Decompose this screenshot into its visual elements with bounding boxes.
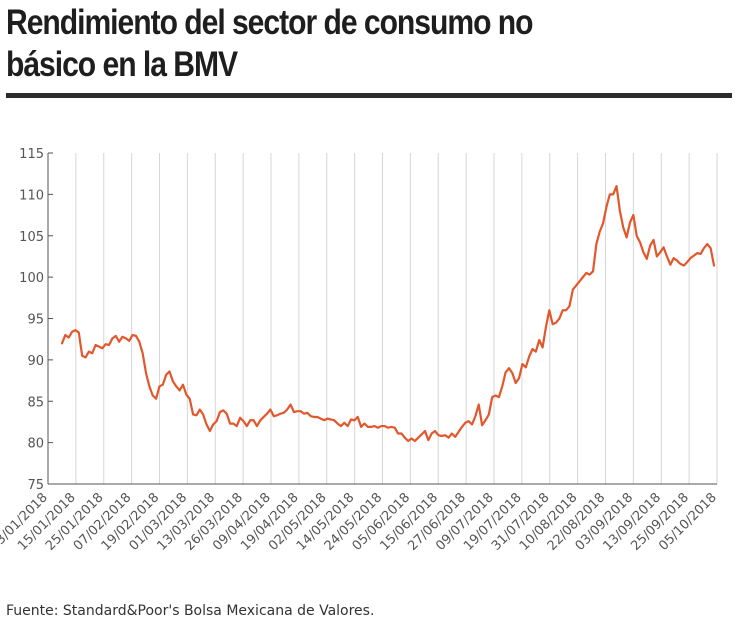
series-line bbox=[60, 185, 716, 443]
y-tick-label: 75 bbox=[27, 478, 44, 493]
y-tick-label: 80 bbox=[27, 437, 44, 452]
y-tick-label: 90 bbox=[27, 354, 44, 369]
y-tick-label: 100 bbox=[19, 271, 44, 286]
y-tick-label: 115 bbox=[19, 147, 44, 162]
y-axis-ticks: 75 80 85 90 95 100 105 110 115 bbox=[19, 147, 53, 493]
source-note: Fuente: Standard&Poor's Bolsa Mexicana d… bbox=[6, 603, 375, 619]
x-axis-ticks: 03/01/201815/01/201825/01/201807/02/2018… bbox=[0, 490, 720, 554]
line-chart: 75 80 85 90 95 100 105 110 115 03/01/201815/01/2… bbox=[0, 147, 720, 554]
chart-title: Rendimiento del sector de consumo no bás… bbox=[6, 3, 533, 84]
y-tick-label: 110 bbox=[19, 188, 44, 203]
series-group bbox=[60, 185, 716, 443]
title-rule bbox=[6, 93, 732, 98]
y-tick-label: 105 bbox=[19, 230, 44, 245]
y-tick-label: 85 bbox=[27, 395, 44, 410]
y-tick-label: 95 bbox=[27, 313, 44, 328]
chart-grid bbox=[75, 153, 718, 484]
